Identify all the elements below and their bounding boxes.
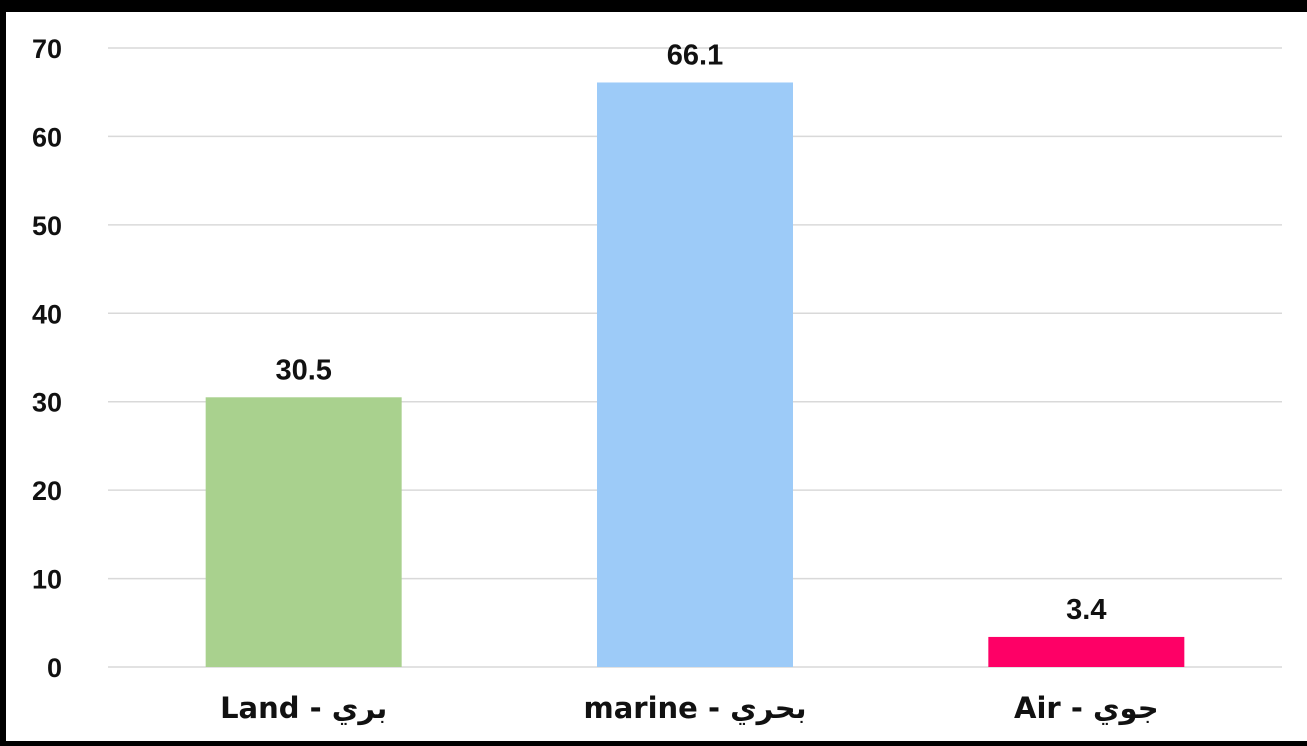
y-tick-label: 50 xyxy=(32,211,62,241)
y-tick-label: 10 xyxy=(32,565,62,595)
category-label: Land - بري xyxy=(220,691,387,725)
x-axis-categories: Land - بري marine - بحري Air - جوي xyxy=(220,691,1159,725)
y-tick-label: 60 xyxy=(32,122,62,152)
data-label: 30.5 xyxy=(275,354,331,386)
bar-2 xyxy=(988,636,1185,667)
data-label: 3.4 xyxy=(1066,594,1106,626)
bar-0 xyxy=(205,397,402,667)
data-labels: 30.5 66.1 3.4 xyxy=(275,39,1106,625)
y-tick-label: 30 xyxy=(32,388,62,418)
y-tick-label: 40 xyxy=(32,299,62,329)
data-label: 66.1 xyxy=(667,39,723,71)
y-tick-label: 20 xyxy=(32,476,62,506)
y-axis-ticks: 0 10 20 30 40 50 60 70 xyxy=(32,34,62,683)
category-label: marine - بحري xyxy=(584,691,807,725)
y-tick-label: 70 xyxy=(32,34,62,64)
bars xyxy=(205,82,1185,668)
category-label: Air - جوي xyxy=(1014,691,1159,725)
bar-1 xyxy=(597,82,793,668)
y-tick-label: 0 xyxy=(47,653,62,683)
